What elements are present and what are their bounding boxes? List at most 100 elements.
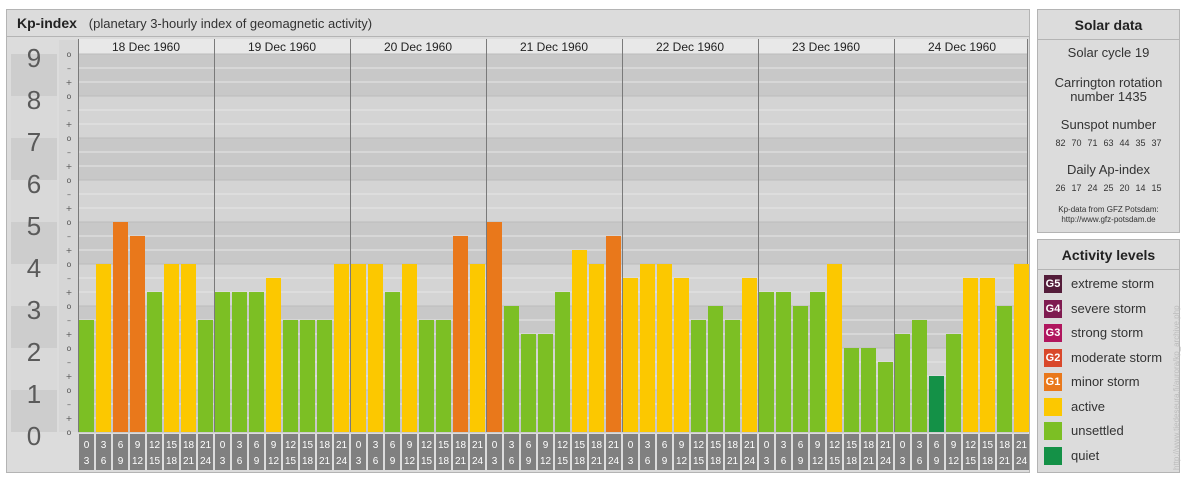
interval-box (317, 434, 332, 470)
kp-chart: 0123456789o+–o+–o+–o+–o+–o+–o+–o+–o+–o18… (11, 39, 1029, 470)
day-label: 18 Dec 1960 (112, 40, 180, 54)
kp-bar (470, 264, 485, 432)
source-link[interactable]: http://www.gfz-potsdam.de (1061, 215, 1156, 224)
interval-box (164, 434, 179, 470)
y-band-left (11, 138, 57, 180)
interval-start-label: 21 (1016, 440, 1028, 451)
credit-text: http://www.tiedeseura.fi/aurora/kp_archi… (1172, 305, 1181, 470)
y-band (78, 222, 1028, 264)
kp-bar (776, 292, 791, 432)
y-minor-label: o (67, 428, 72, 437)
interval-box (674, 434, 689, 470)
legend-label: minor storm (1071, 374, 1140, 389)
interval-start-label: 0 (356, 440, 362, 451)
y-tick-label: 8 (27, 85, 41, 115)
kp-bar (963, 277, 978, 432)
y-tick-label: 3 (27, 295, 41, 325)
interval-end-label: 3 (356, 456, 362, 467)
interval-end-label: 3 (900, 456, 906, 467)
legend-swatch: G1 (1044, 373, 1062, 391)
interval-start-label: 18 (863, 440, 875, 451)
interval-box (759, 434, 774, 470)
interval-start-label: 15 (710, 440, 722, 451)
kp-bar (334, 264, 349, 432)
interval-box (810, 434, 825, 470)
interval-end-label: 15 (421, 456, 433, 467)
y-band (78, 180, 1028, 222)
activity-levels-panel: Activity levels G5 extreme storm G4 severe … (1037, 239, 1180, 473)
kp-bar (436, 319, 451, 432)
kp-bar (844, 348, 859, 432)
interval-box (827, 434, 842, 470)
minor-label-column (59, 40, 78, 432)
interval-end-label: 15 (965, 456, 977, 467)
solar-data-title: Solar data (1038, 10, 1179, 40)
kp-bar (691, 319, 706, 432)
interval-end-label: 18 (710, 456, 722, 467)
sunspot-value: 82 (1055, 138, 1066, 148)
interval-box (521, 434, 536, 470)
interval-box (657, 434, 672, 470)
interval-start-label: 6 (390, 440, 396, 451)
interval-end-label: 9 (526, 456, 532, 467)
kp-bar (419, 319, 434, 432)
interval-start-label: 3 (373, 440, 379, 451)
ap-value: 26 (1055, 183, 1066, 193)
interval-end-label: 24 (200, 456, 212, 467)
interval-end-label: 12 (540, 456, 552, 467)
source-line-1: Kp-data from GFZ Potsdam: (1058, 205, 1159, 214)
day-label: 20 Dec 1960 (384, 40, 452, 54)
ap-value: 25 (1103, 183, 1114, 193)
kp-bar (351, 264, 366, 432)
interval-start-label: 12 (693, 440, 705, 451)
kp-bar (181, 264, 196, 432)
kp-bar (130, 235, 145, 432)
carrington-rotation-label: Carrington rotation (1054, 75, 1163, 90)
y-tick-label: 5 (27, 211, 41, 241)
kp-bar (249, 292, 264, 432)
interval-box (572, 434, 587, 470)
interval-box (708, 434, 723, 470)
sunspot-value: 63 (1103, 138, 1114, 148)
interval-box (113, 434, 128, 470)
ap-index-values: 26 17 24 25 20 14 15 (1038, 183, 1179, 193)
y-minor-label: o (67, 344, 72, 353)
kp-bar (79, 319, 94, 432)
interval-box (79, 434, 94, 470)
legend-label: extreme storm (1071, 276, 1155, 291)
kp-bar (793, 306, 808, 432)
kp-bar (980, 277, 995, 432)
interval-start-label: 12 (149, 440, 161, 451)
interval-end-label: 21 (727, 456, 739, 467)
interval-start-label: 12 (557, 440, 569, 451)
interval-start-label: 21 (472, 440, 484, 451)
interval-start-label: 15 (302, 440, 314, 451)
legend-label: active (1071, 398, 1105, 414)
legend-swatch: G5 (1044, 275, 1062, 293)
day-label: 19 Dec 1960 (248, 40, 316, 54)
interval-box (691, 434, 706, 470)
interval-box (334, 434, 349, 470)
interval-box (385, 434, 400, 470)
kp-bar (623, 277, 638, 432)
kp-bar (640, 264, 655, 432)
y-minor-label: – (67, 190, 71, 199)
legend-label: moderate storm (1071, 349, 1163, 365)
interval-start-label: 0 (84, 440, 90, 451)
kp-bar (385, 292, 400, 432)
interval-box (130, 434, 145, 470)
y-minor-label: – (67, 232, 71, 241)
kp-bar (572, 250, 587, 432)
kp-bar (147, 292, 162, 432)
interval-start-label: 12 (285, 440, 297, 451)
interval-start-label: 21 (880, 440, 892, 451)
kp-bar (827, 264, 842, 432)
ap-value: 20 (1119, 183, 1130, 193)
y-minor-label: + (66, 78, 73, 87)
interval-start-label: 0 (900, 440, 906, 451)
y-minor-label: – (67, 64, 71, 73)
y-minor-label: – (67, 400, 71, 409)
kp-bar (1014, 264, 1029, 432)
interval-start-label: 0 (628, 440, 634, 451)
interval-start-label: 9 (543, 440, 549, 451)
